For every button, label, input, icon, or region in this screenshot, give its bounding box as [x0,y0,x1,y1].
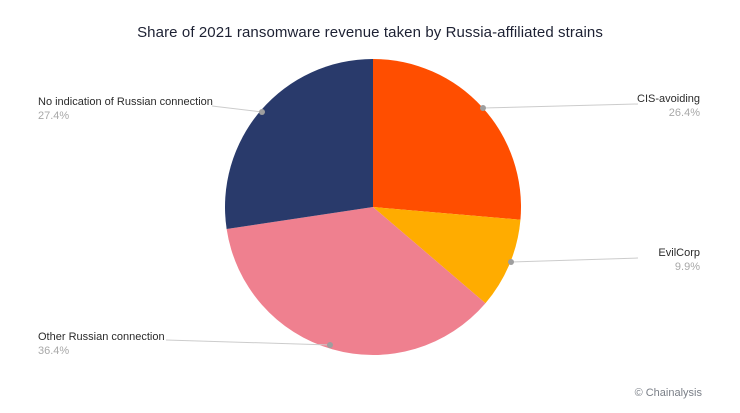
pie-slice-no-indication-of-russian-connection [224,59,373,229]
slice-label-no-russian-connection: No indication of Russian connection 27.4… [38,95,213,123]
chainalysis-credit: © Chainalysis [634,387,702,399]
leader-dot-1 [508,259,514,265]
slice-name: Other Russian connection [38,331,165,343]
leader-line-2 [165,339,331,346]
slice-label-evilcorp: EvilCorp 9.9% [658,246,700,274]
leader-dot-3 [259,109,265,115]
slice-name: EvilCorp [658,247,700,259]
slice-name: No indication of Russian connection [38,96,213,108]
pie-slice-cis-avoiding [373,59,522,220]
slice-percentage: 27.4% [38,110,70,122]
leader-line-0 [482,103,639,109]
leader-line-1 [510,257,639,263]
slice-label-other-russian-connection: Other Russian connection 36.4% [38,330,165,358]
leader-dot-2 [327,342,333,348]
slice-label-cis-avoiding: CIS-avoiding 26.4% [637,92,700,120]
slice-percentage: 26.4% [668,107,700,119]
slice-percentage: 9.9% [674,261,700,273]
chart-title: Share of 2021 ransomware revenue taken b… [137,24,603,41]
leader-line-3 [211,105,263,113]
slice-name: CIS-avoiding [637,93,700,105]
pie-slice-other-russian-connection [226,207,486,356]
pie-slice-evilcorp [373,207,521,304]
leader-dot-0 [480,105,486,111]
slice-percentage: 36.4% [38,345,70,357]
